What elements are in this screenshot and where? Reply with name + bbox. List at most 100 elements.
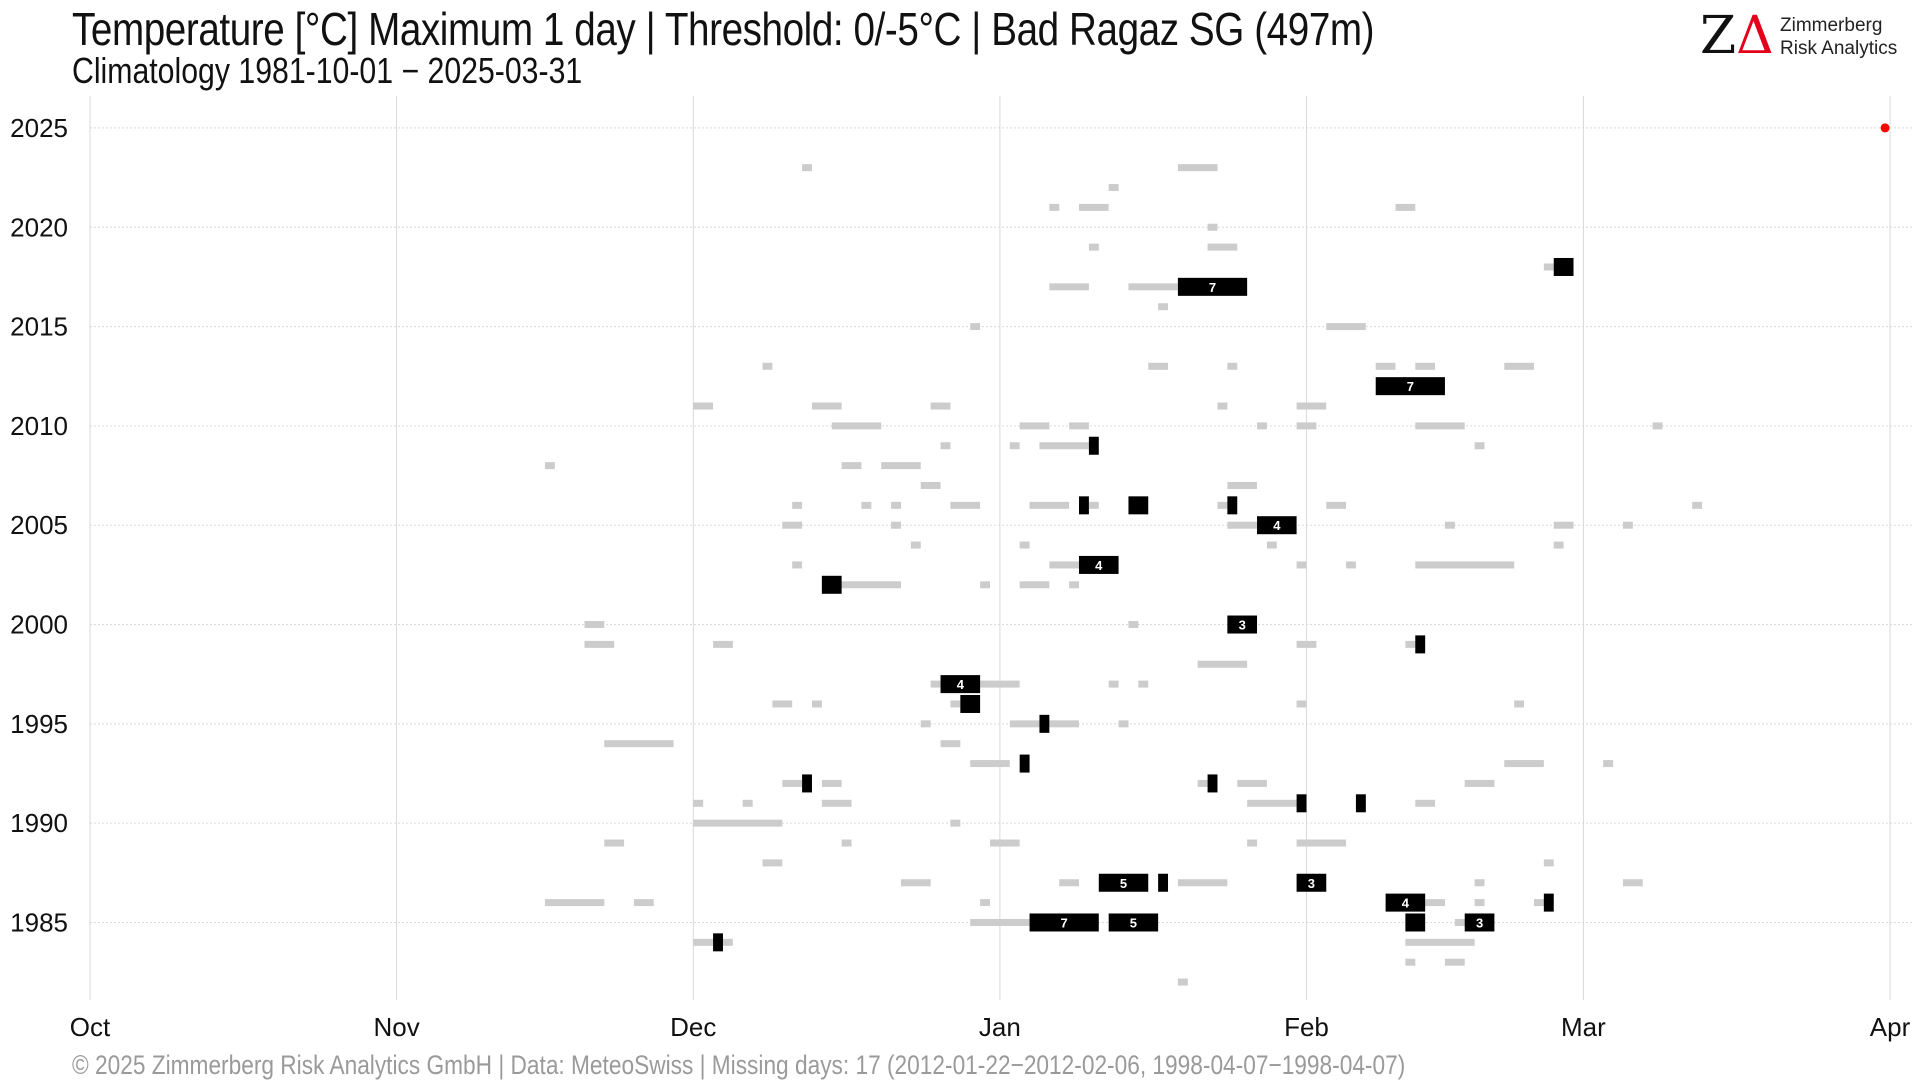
gray-run-bar <box>841 839 852 847</box>
gray-run-bar <box>891 521 901 529</box>
gray-run-bar <box>1247 799 1297 807</box>
gray-run-bar <box>910 541 921 549</box>
run-length-label: 7 <box>1209 280 1216 295</box>
gray-run-bar <box>693 799 704 807</box>
gray-run-bar <box>1019 541 1030 549</box>
run-length-label: 3 <box>1476 915 1483 930</box>
gray-run-bar <box>1504 760 1544 768</box>
gray-run-bar <box>1079 203 1109 211</box>
gray-run-bar <box>980 680 1020 688</box>
x-tick-label: Feb <box>1284 1012 1329 1042</box>
gray-run-bar <box>1603 760 1614 768</box>
gray-run-bar <box>1177 879 1228 887</box>
black-run-bar <box>940 675 981 694</box>
gray-run-bar <box>1415 561 1515 569</box>
black-run-bar <box>1464 913 1495 932</box>
gray-run-bar <box>1039 442 1089 450</box>
gray-run-bar <box>1405 640 1416 648</box>
y-tick-label: 2000 <box>10 610 68 640</box>
gray-run-bar <box>940 442 951 450</box>
logo-z: Z <box>1700 6 1737 66</box>
y-tick-label: 1990 <box>10 808 68 838</box>
gray-run-bar <box>1257 422 1267 430</box>
run-length-label: 7 <box>1061 915 1068 930</box>
gray-run-bar <box>1049 283 1089 291</box>
black-run-bar <box>821 575 842 594</box>
gray-run-bar <box>1296 839 1347 847</box>
gray-run-bar <box>1227 481 1258 489</box>
black-run-bar <box>1543 893 1554 912</box>
black-run-bar <box>1108 913 1159 932</box>
gray-run-bar <box>821 779 842 787</box>
x-tick-label: Jan <box>979 1012 1021 1042</box>
gray-run-bar <box>1652 422 1663 430</box>
gray-run-bar <box>980 581 990 589</box>
black-run-bar <box>1207 774 1218 793</box>
gray-run-bar <box>1553 521 1574 529</box>
black-run-bar <box>1079 555 1119 574</box>
gray-run-bar <box>1108 680 1119 688</box>
gray-run-bar <box>1227 362 1238 370</box>
logo-line-1: Zimmerberg <box>1780 15 1883 36</box>
run-length-label: 4 <box>1273 518 1281 533</box>
logo-text: Zimmerberg Risk Analytics <box>1780 14 1897 60</box>
run-length-label: 5 <box>1130 915 1137 930</box>
black-run-bar <box>1227 496 1238 515</box>
gray-run-bar <box>841 581 901 589</box>
gray-run-bar <box>1543 263 1554 271</box>
gray-run-bar <box>1444 521 1455 529</box>
gray-run-bar <box>1128 621 1139 629</box>
gray-run-bar <box>1692 501 1703 509</box>
chart-title: Temperature [°C] Maximum 1 day | Thresho… <box>72 3 1375 55</box>
gray-run-bar <box>940 740 961 748</box>
gray-run-bar <box>1553 541 1564 549</box>
gray-run-bar <box>950 501 981 509</box>
gray-run-bar <box>1375 362 1396 370</box>
gray-run-bar <box>1069 581 1080 589</box>
y-tick-label: 2020 <box>10 212 68 242</box>
gray-run-bar <box>881 462 921 470</box>
gray-run-bar <box>920 481 941 489</box>
chart-subtitle: Climatology 1981-10-01 − 2025-03-31 <box>72 50 583 91</box>
gray-run-bar <box>1207 243 1238 251</box>
gray-run-bar <box>930 680 941 688</box>
gray-run-bar <box>1425 899 1445 907</box>
gray-run-bar <box>970 760 1010 768</box>
black-run-bar <box>1019 754 1030 773</box>
gray-run-bar <box>990 839 1020 847</box>
gray-run-bar <box>1296 422 1317 430</box>
gray-run-bar <box>1622 879 1643 887</box>
x-tick-label: Dec <box>670 1012 716 1042</box>
gray-run-bar <box>920 720 931 728</box>
gray-run-bar <box>1296 700 1307 708</box>
gray-run-bar <box>1148 362 1169 370</box>
black-run-bar <box>1405 913 1426 932</box>
gray-run-bar <box>1622 521 1633 529</box>
black-run-bar <box>1257 516 1297 535</box>
run-length-label: 5 <box>1120 876 1127 891</box>
y-tick-label: 2015 <box>10 312 68 342</box>
gray-run-bar <box>1474 442 1485 450</box>
gray-run-bar <box>891 501 901 509</box>
gray-run-bar <box>1118 720 1129 728</box>
grid-lines <box>89 96 1912 1000</box>
current-day-point <box>1880 123 1890 133</box>
gray-run-bar <box>584 621 605 629</box>
gray-run-bar <box>1237 779 1267 787</box>
run-length-label: 3 <box>1239 618 1246 633</box>
gray-run-bar <box>1088 243 1099 251</box>
gray-run-bar <box>1197 660 1248 668</box>
gray-run-bar <box>792 501 803 509</box>
black-run-bar <box>1029 913 1099 932</box>
gray-run-bar <box>1217 501 1228 509</box>
x-tick-label: Apr <box>1870 1012 1911 1042</box>
run-length-label: 3 <box>1308 876 1315 891</box>
gray-run-bar <box>1444 958 1465 966</box>
gray-run-bar <box>1177 978 1188 986</box>
logo-line-2: Risk Analytics <box>1780 38 1898 59</box>
gray-run-bar <box>950 819 961 827</box>
footer-credits: © 2025 Zimmerberg Risk Analytics GmbH | … <box>72 1050 1406 1080</box>
gray-run-bar <box>1227 521 1258 529</box>
x-tick-label: Nov <box>373 1012 419 1042</box>
